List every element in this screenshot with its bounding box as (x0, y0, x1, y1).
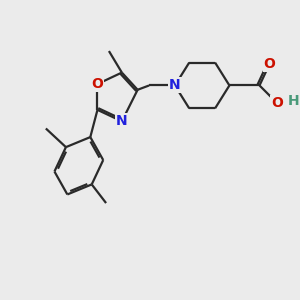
Text: O: O (271, 96, 283, 110)
Text: O: O (264, 57, 275, 71)
Text: N: N (116, 114, 128, 128)
Text: H: H (288, 94, 299, 108)
Text: N: N (169, 79, 181, 92)
Text: O: O (92, 77, 104, 91)
